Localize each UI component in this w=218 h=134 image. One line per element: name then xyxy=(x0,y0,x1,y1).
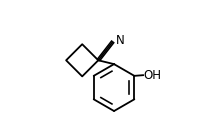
Text: N: N xyxy=(116,34,124,47)
Text: OH: OH xyxy=(143,69,162,82)
